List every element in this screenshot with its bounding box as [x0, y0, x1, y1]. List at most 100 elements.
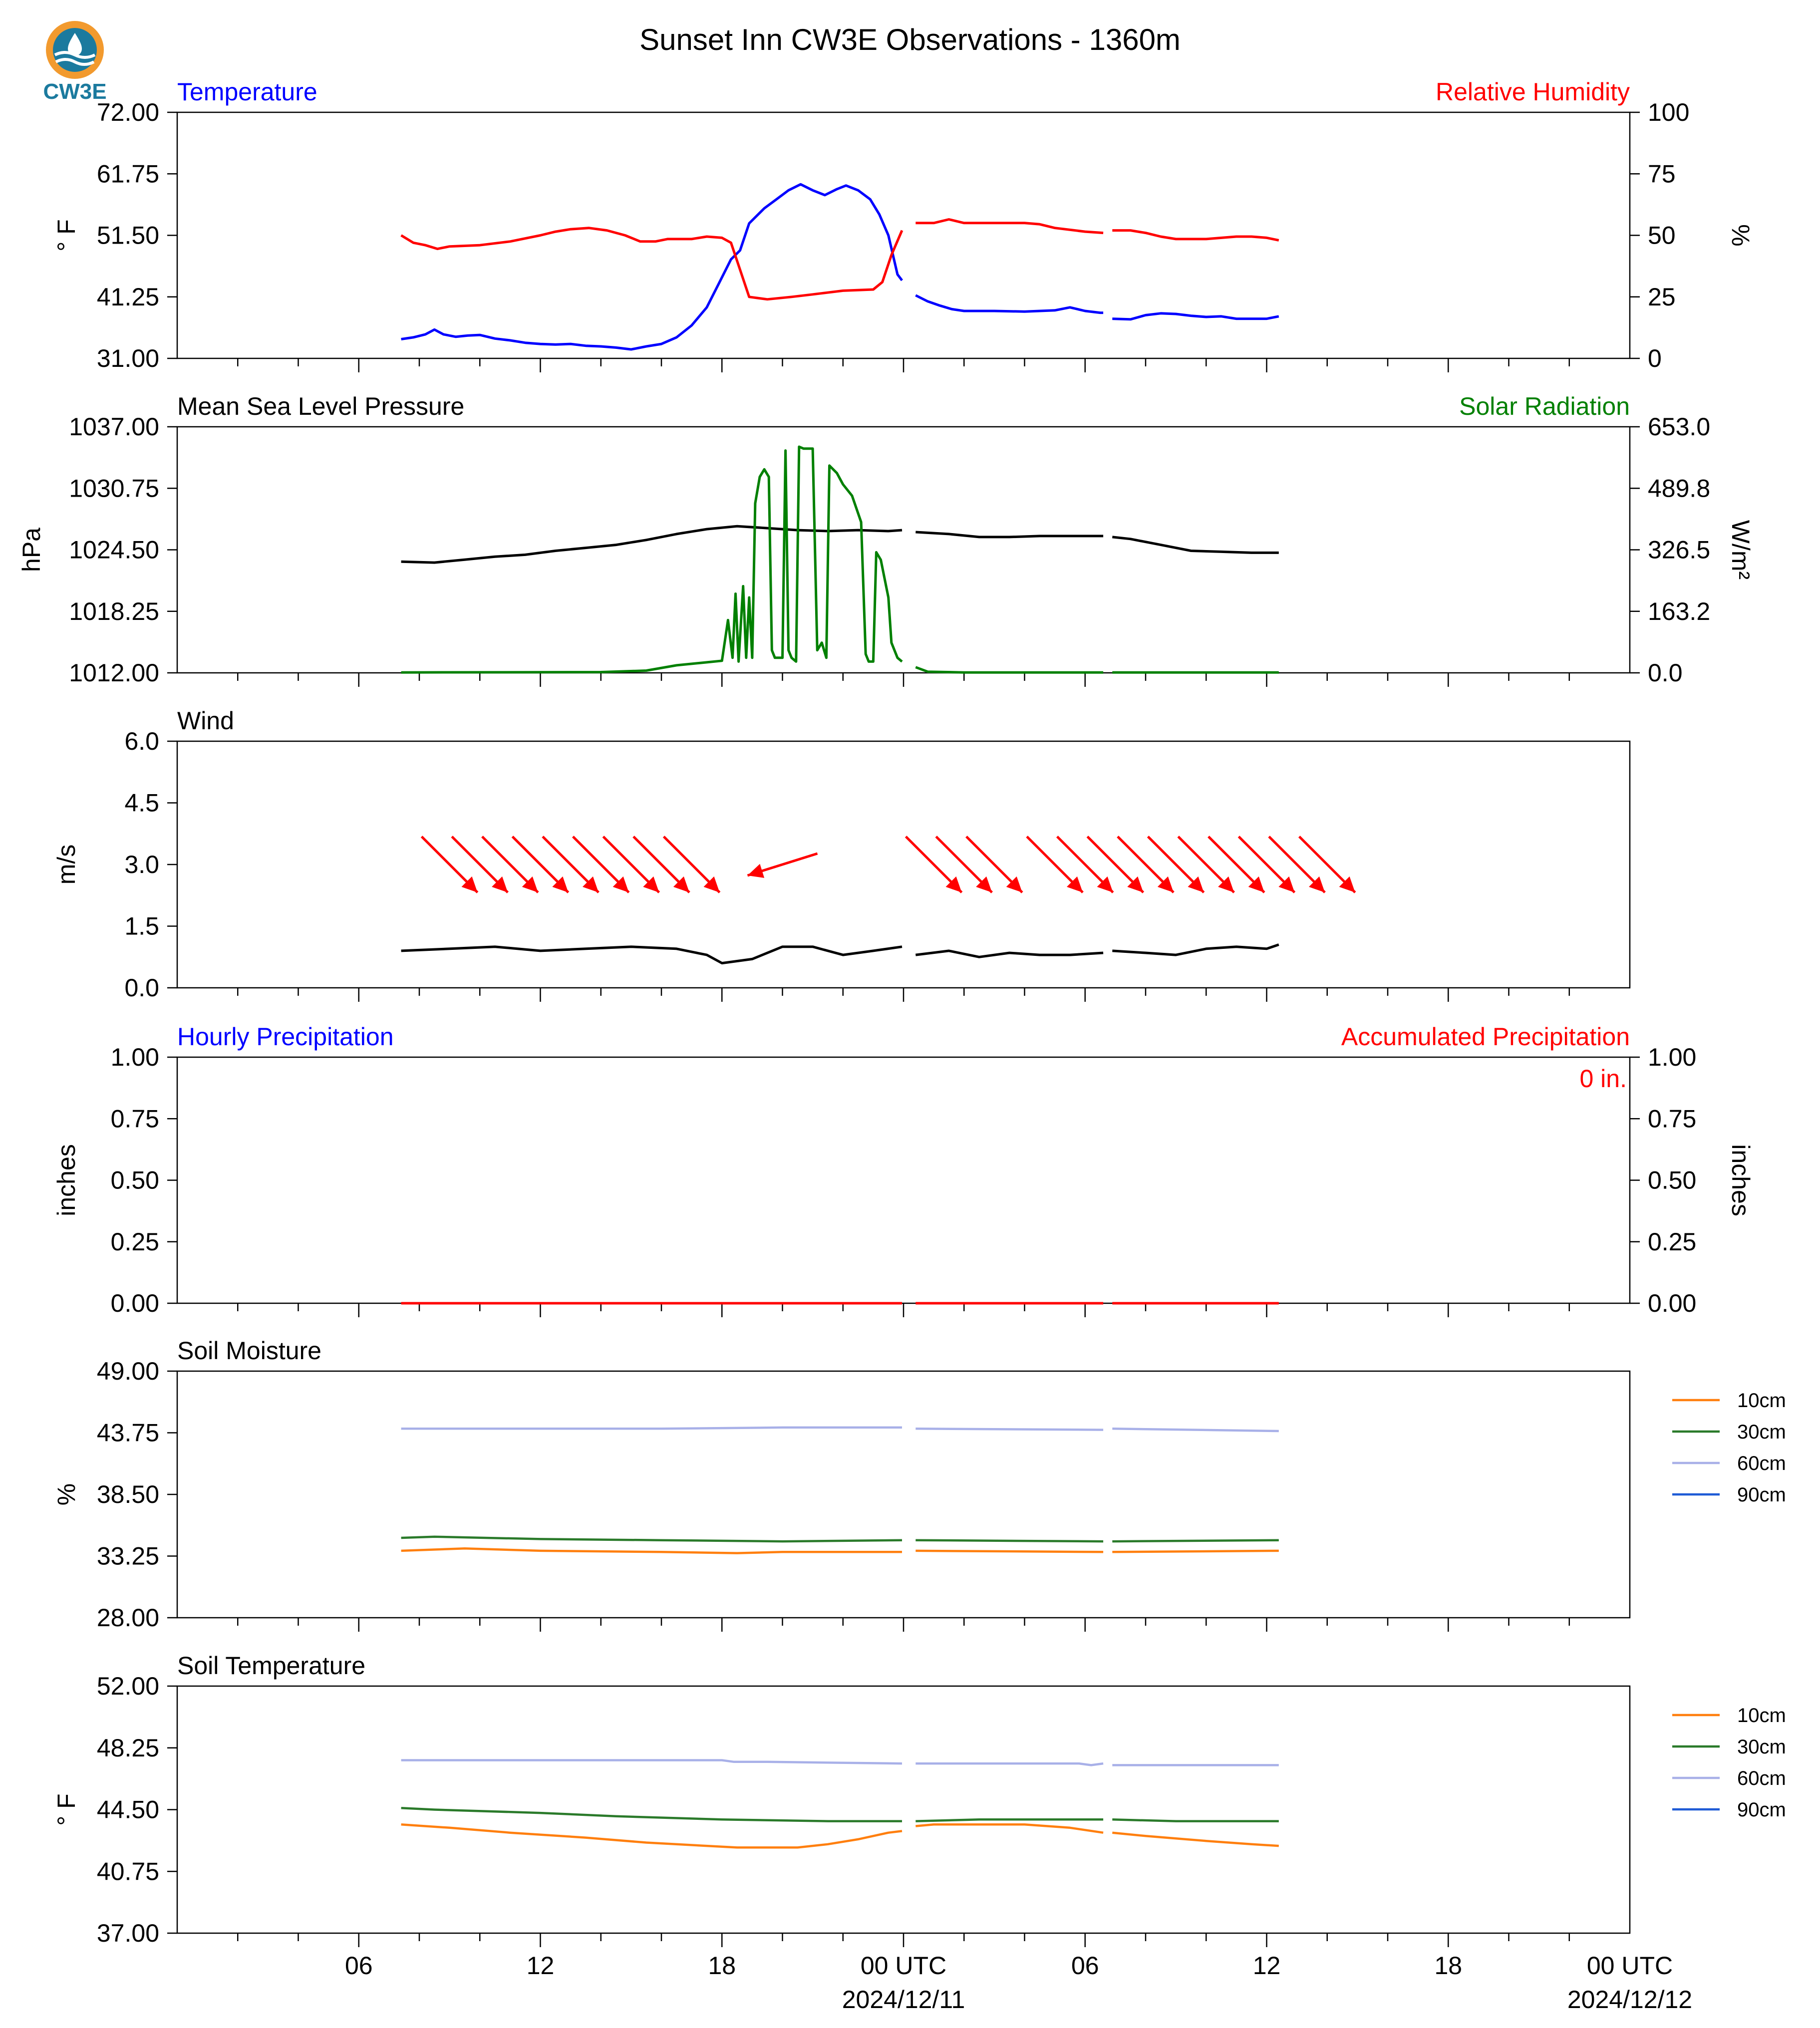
- wind-arrow-head: [1188, 876, 1204, 892]
- wind-arrow: [420, 836, 479, 893]
- y-tick-label-left: 3.0: [124, 851, 159, 878]
- wind-arrow: [1208, 836, 1265, 893]
- wind-arrow-head: [492, 876, 508, 892]
- y-tick-label-right: 0.50: [1648, 1166, 1696, 1194]
- humidity-line: [400, 227, 904, 301]
- wind-arrow: [1298, 836, 1356, 893]
- wind_speed-line: [401, 945, 903, 965]
- legend-label: 30cm: [1737, 1421, 1786, 1443]
- wind-arrow: [935, 836, 993, 893]
- panel-title-left: Hourly Precipitation: [177, 1023, 394, 1051]
- x-tick-label: 00 UTC: [1587, 1952, 1673, 1980]
- wind-arrow: [905, 836, 963, 893]
- plot-frame: [176, 1370, 1631, 1619]
- y-tick-label-left: 44.50: [97, 1796, 159, 1824]
- y-tick-label-left: 0.25: [111, 1228, 159, 1256]
- y-tick-label-left: 1012.00: [69, 659, 159, 687]
- y-tick-label-left: 0.0: [124, 974, 159, 1002]
- legend: 10cm 30cm 60cm 90cm: [1672, 1390, 1786, 1506]
- soil_10cm-line: [401, 1547, 902, 1554]
- y-axis-label-left: ° F: [52, 1793, 80, 1825]
- soil_10cm-line: [915, 1823, 1104, 1834]
- chart-panel-2: Mean Sea Level Pressure Solar Radiation 10…: [17, 392, 1755, 687]
- wind-arrow-head: [945, 876, 962, 892]
- y-tick-label-left: 48.25: [97, 1734, 159, 1762]
- legend-label: 90cm: [1737, 1484, 1786, 1506]
- plot-frame: [176, 1056, 1631, 1304]
- wind-arrow: [481, 836, 539, 893]
- pressure-line: [915, 531, 1104, 539]
- soil_30cm-line: [401, 1806, 902, 1822]
- y-tick-label-left: 41.25: [97, 283, 159, 311]
- wind-arrow-head: [1248, 876, 1264, 892]
- y-tick-label-right: 100: [1648, 98, 1689, 126]
- soil_30cm-line: [915, 1539, 1104, 1543]
- legend: 10cm 30cm 60cm 90cm: [1672, 1705, 1786, 1821]
- wind-arrow-head: [703, 876, 720, 892]
- y-tick-label-left: 52.00: [97, 1672, 159, 1700]
- y-axis-label-right: %: [1727, 224, 1755, 246]
- y-tick-label-left: 37.00: [97, 1919, 159, 1947]
- y-tick-label-left: 43.75: [97, 1419, 159, 1447]
- y-axis-label-left: ° F: [52, 219, 80, 251]
- wind-arrow: [1268, 836, 1326, 893]
- legend-label: 60cm: [1737, 1452, 1786, 1474]
- soil_30cm-line: [915, 1818, 1104, 1822]
- humidity-line: [1112, 229, 1279, 242]
- legend-label: 30cm: [1737, 1736, 1786, 1758]
- y-tick-label-left: 72.00: [97, 98, 159, 126]
- panel-title-left: Wind: [177, 707, 234, 735]
- wind-arrow: [662, 836, 721, 893]
- y-tick-label-left: 31.00: [97, 344, 159, 372]
- wind-arrow: [572, 836, 630, 893]
- wind-arrow: [1117, 836, 1175, 893]
- y-tick-label-right: 1.00: [1648, 1043, 1696, 1071]
- wind-arrow-head: [1157, 876, 1174, 892]
- y-tick-label-left: 1024.50: [69, 536, 159, 564]
- soil_60cm-line: [401, 1426, 902, 1430]
- accumulated-total-label: 0 in.: [1579, 1065, 1627, 1093]
- temperature-line: [915, 294, 1104, 314]
- y-tick-label-left: 38.50: [97, 1480, 159, 1508]
- humidity-line: [915, 218, 1104, 235]
- y-tick-label-left: 1.00: [111, 1043, 159, 1071]
- y-axis-label-left: m/s: [52, 845, 80, 885]
- wind-arrow: [965, 836, 1023, 893]
- y-tick-label-left: 0.00: [111, 1289, 159, 1317]
- y-tick-label-right: 0.00: [1648, 1289, 1696, 1317]
- y-tick-label-left: 61.75: [97, 160, 159, 188]
- wind-arrow-head: [552, 876, 569, 892]
- pressure-line: [1112, 536, 1279, 554]
- soil_10cm-line: [1112, 1549, 1279, 1553]
- wind-arrow-head: [1067, 876, 1083, 892]
- plot-frame: [176, 1685, 1631, 1934]
- cw3e-logo: CW3E: [43, 21, 107, 104]
- panel-title-left: Soil Moisture: [177, 1337, 321, 1365]
- wind-arrow-head: [643, 876, 659, 892]
- soil_30cm-line: [401, 1535, 903, 1543]
- x-date-label: 2024/12/11: [842, 1986, 965, 2014]
- x-tick-label: 12: [1253, 1952, 1281, 1980]
- logo-text: CW3E: [43, 79, 106, 104]
- chart-panel-6: Soil Temperature 37.00 40.75 44.50 48.25 52.0…: [52, 1652, 1786, 2014]
- y-tick-label-left: 1037.00: [69, 413, 159, 441]
- panel-title-right: Relative Humidity: [1436, 78, 1630, 106]
- soil_10cm-line: [1112, 1831, 1279, 1847]
- wind-arrow: [542, 836, 600, 893]
- y-axis-label-right: W/m²: [1727, 520, 1755, 579]
- y-axis-label-right: inches: [1727, 1144, 1755, 1216]
- y-tick-label-right: 653.0: [1648, 413, 1710, 441]
- y-tick-label-left: 40.75: [97, 1857, 159, 1885]
- wind-arrow-head: [1218, 876, 1234, 892]
- panel-title-right: Solar Radiation: [1459, 392, 1630, 420]
- soil_60cm-line: [915, 1762, 1104, 1766]
- wind-arrow: [451, 836, 509, 893]
- panel-title-left: Mean Sea Level Pressure: [177, 392, 464, 420]
- wind_speed-line: [1112, 943, 1279, 956]
- y-tick-label-left: 28.00: [97, 1604, 159, 1632]
- x-tick-label: 18: [708, 1952, 736, 1980]
- chart-panel-5: Soil Moisture 28.00 33.25 38.50 43.75 49.00% 1…: [52, 1337, 1786, 1632]
- x-tick-label: 00 UTC: [861, 1952, 946, 1980]
- wind-arrow: [632, 836, 690, 893]
